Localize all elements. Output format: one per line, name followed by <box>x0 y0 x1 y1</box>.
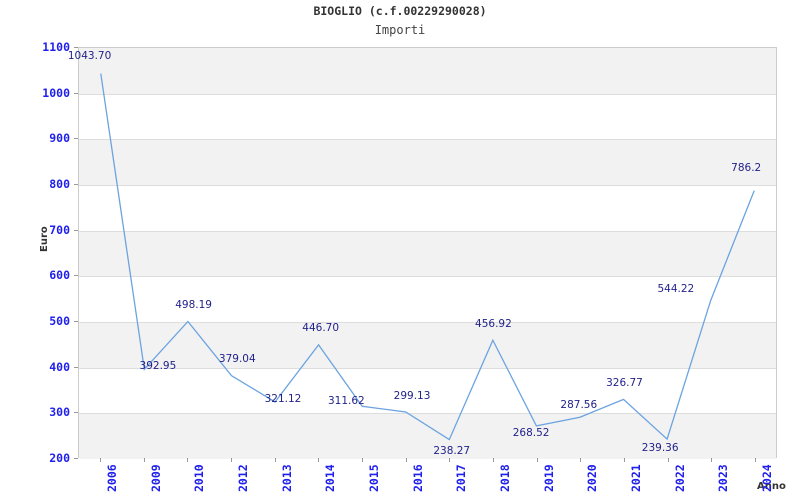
y-axis-tick-label: 1000 <box>42 85 70 100</box>
point-value-label: 544.22 <box>657 282 695 295</box>
point-value-label: 786.2 <box>731 162 762 175</box>
y-axis-tick-mark <box>74 275 78 277</box>
x-axis-tick-mark <box>187 458 189 462</box>
x-axis-tick-mark <box>580 458 582 462</box>
x-axis-tick-mark <box>667 458 669 462</box>
y-axis-tick-mark <box>74 458 78 459</box>
x-axis-tick-mark <box>711 458 713 462</box>
chart-subtitle: Importi <box>374 23 426 37</box>
x-axis-tick-mark <box>624 458 626 462</box>
x-axis-tick-label: 2012 <box>235 464 250 492</box>
y-axis-tick-label: 1100 <box>42 40 70 54</box>
x-axis-tick-label: 2023 <box>716 464 731 492</box>
x-axis-tick-label: 2013 <box>279 464 294 492</box>
y-axis-tick-mark <box>74 92 78 94</box>
x-axis-tick-mark <box>230 458 232 462</box>
gridline <box>79 276 776 278</box>
y-axis-tick-label: 400 <box>49 359 70 374</box>
y-axis-tick-mark <box>74 138 78 140</box>
point-value-label: 456.92 <box>475 317 512 330</box>
x-axis-tick-mark <box>449 458 451 462</box>
x-axis-tick-mark <box>99 458 101 462</box>
chart-title: BIOGLIO (c.f.00229290028) <box>313 4 487 18</box>
x-axis-tick-mark <box>143 458 145 462</box>
point-value-label: 1043.70 <box>67 49 112 62</box>
point-value-label: 287.56 <box>560 399 598 411</box>
x-axis-tick-label: 2018 <box>498 464 513 492</box>
series-line <box>100 73 755 441</box>
series-polyline <box>100 73 755 441</box>
x-axis-tick-label: 2009 <box>148 464 163 492</box>
point-value-label: 446.70 <box>302 322 340 335</box>
y-axis-tick-mark <box>74 366 78 368</box>
x-axis-tick-mark <box>274 458 276 462</box>
x-axis-title: Anno <box>757 481 786 492</box>
x-axis-tick-label: 2014 <box>323 464 338 492</box>
point-value-label: 239.36 <box>641 442 679 455</box>
point-value-label: 268.52 <box>512 426 550 439</box>
y-axis-tick-label: 900 <box>49 131 70 146</box>
x-axis-tick-label: 2017 <box>454 464 469 492</box>
y-axis-tick-label: 600 <box>49 268 70 283</box>
point-value-label: 392.95 <box>139 359 177 372</box>
x-axis-tick-label: 2022 <box>672 464 687 492</box>
x-axis-tick-label: 2016 <box>410 464 425 492</box>
x-axis-tick-mark <box>361 458 363 462</box>
y-axis-tick-mark <box>74 184 78 185</box>
y-axis-tick-label: 200 <box>49 451 70 465</box>
background-band <box>79 413 776 459</box>
x-axis-tick-mark <box>405 458 407 462</box>
x-axis-tick-label: 2006 <box>104 464 119 492</box>
x-axis-tick-label: 2020 <box>585 464 600 492</box>
point-value-label: 379.04 <box>218 353 256 366</box>
gridline <box>79 139 776 141</box>
y-axis-tick-mark <box>74 229 78 231</box>
background-band <box>79 230 776 277</box>
gridline <box>79 367 776 369</box>
x-axis-tick-label: 2010 <box>192 464 207 492</box>
y-axis-tick-mark <box>74 47 78 48</box>
x-axis-tick-mark <box>493 458 495 462</box>
gridline <box>79 230 776 232</box>
point-value-label: 299.13 <box>393 389 431 402</box>
y-axis-tick-label: 500 <box>49 314 70 328</box>
point-value-label: 238.27 <box>433 444 471 457</box>
point-value-label: 326.77 <box>606 377 643 390</box>
gridline <box>79 322 776 323</box>
x-axis-tick-mark <box>318 458 320 462</box>
gridline <box>79 185 776 186</box>
x-axis-tick-mark <box>755 458 757 462</box>
gridline <box>79 93 776 95</box>
y-axis-tick-label: 700 <box>49 222 70 237</box>
y-axis-tick-mark <box>74 321 78 322</box>
gridline <box>79 413 776 415</box>
x-axis-tick-label: 2021 <box>629 464 644 492</box>
background-band <box>79 139 776 185</box>
x-axis-tick-label: 2019 <box>541 464 556 492</box>
point-value-label: 321.12 <box>264 392 302 405</box>
x-axis-tick-mark <box>536 458 538 462</box>
background-band <box>79 48 776 94</box>
y-axis-tick-mark <box>74 412 78 414</box>
y-axis-tick-label: 300 <box>49 405 70 420</box>
x-axis-tick-label: 2024 <box>760 464 775 492</box>
x-axis-tick-label: 2015 <box>366 464 381 492</box>
y-axis-tick-label: 800 <box>49 177 70 191</box>
plot-area <box>78 47 777 459</box>
point-value-label: 498.19 <box>175 298 212 311</box>
point-value-label: 311.62 <box>327 395 365 408</box>
